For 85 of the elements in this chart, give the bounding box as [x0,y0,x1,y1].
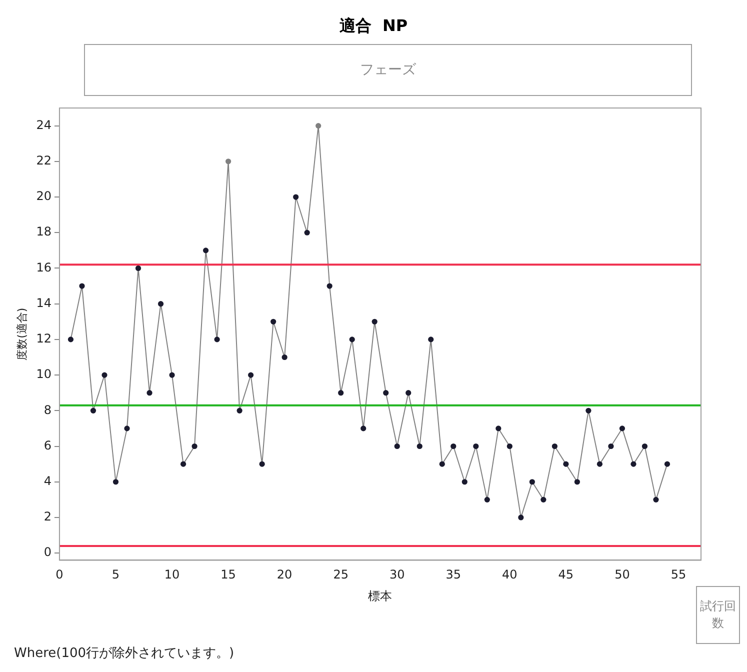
y-tick-label: 16 [36,260,52,274]
point [102,372,108,378]
point [518,514,524,520]
point [608,443,614,450]
x-tick-label: 50 [614,568,630,582]
point [439,461,445,467]
point [529,479,535,485]
point [540,496,546,502]
point [192,443,198,450]
point [473,443,479,450]
y-tick-label: 14 [36,296,52,310]
point [112,479,119,485]
x-tick-label: 40 [502,568,518,582]
x-tick-label: 0 [56,568,64,582]
y-tick-label: 18 [36,224,52,239]
point [180,461,186,467]
point [293,194,299,200]
point [484,496,490,502]
point [202,248,209,254]
x-axis-title: 標本 [368,588,392,603]
point [135,265,142,272]
point [282,354,288,360]
point [236,408,242,414]
point [574,479,580,485]
point [428,336,434,342]
point [214,336,220,342]
y-tick-label: 2 [44,510,52,524]
x-tick-label: 55 [670,568,686,582]
y-tick-label: 20 [36,189,52,204]
x-tick-label: 10 [164,568,180,582]
point [338,390,344,396]
point [383,390,389,396]
point [316,123,322,129]
point [372,318,378,324]
point [406,390,412,396]
point [158,301,164,307]
x-tick-label: 25 [333,568,348,582]
point [642,443,648,450]
point [225,158,232,164]
point [124,426,130,432]
x-tick-label: 15 [220,568,236,582]
point [664,461,670,467]
y-tick-label: 8 [44,402,52,417]
text: Where(100行が除外されています。) [14,645,234,662]
y-axis-title: 度数(適合) [15,308,28,360]
point [586,408,592,414]
point [349,336,355,342]
point [630,461,636,467]
x-tick-label: 30 [389,568,405,582]
y-tick-label: 6 [44,438,52,452]
x-tick-label: 20 [276,568,292,582]
x-tick-label: 45 [558,568,574,582]
point [270,318,276,324]
point [90,408,96,414]
point [169,372,175,378]
text: フェーズ [360,61,416,79]
point [563,461,569,467]
point [462,479,468,485]
text: 試行回数 [699,598,737,632]
x-tick-label: 5 [112,568,120,582]
point [496,426,502,432]
point [506,443,512,450]
point [259,461,265,467]
y-tick-label: 4 [44,474,52,488]
point [394,443,400,450]
y-tick-label: 12 [36,332,52,346]
point [68,336,74,342]
point [360,426,366,432]
y-tick-label: 10 [36,367,52,382]
point [619,426,626,432]
point [450,443,456,450]
point [552,443,558,450]
point [79,283,85,289]
x-tick-label: 35 [446,568,462,582]
y-tick-label: 24 [36,118,52,132]
y-tick-label: 22 [36,154,52,168]
point [416,443,422,450]
chart-title: 適合 NP [338,16,409,37]
y-tick-label: 0 [44,545,52,560]
point [248,372,254,378]
point [596,461,603,467]
point [304,230,310,236]
point [653,496,659,502]
point [146,390,152,396]
point [326,283,332,289]
